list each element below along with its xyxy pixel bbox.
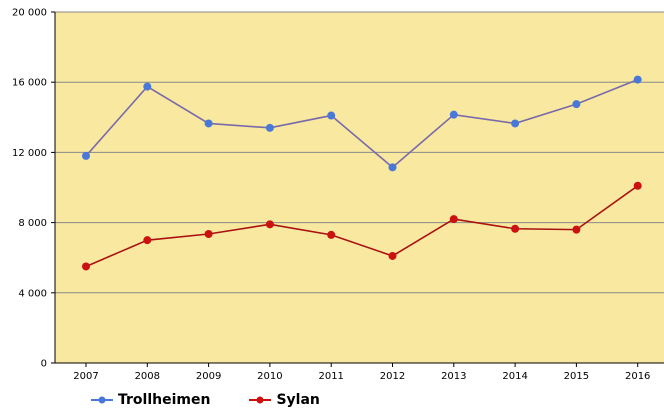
data-point-sylan — [204, 230, 213, 239]
data-point-trollheimen — [204, 119, 213, 128]
legend-item-trollheimen: Trollheimen — [90, 392, 210, 408]
data-point-sylan — [449, 215, 458, 224]
plot-area-background — [55, 12, 664, 363]
data-point-trollheimen — [143, 82, 152, 91]
data-point-sylan — [388, 251, 397, 260]
data-point-sylan — [572, 225, 581, 234]
y-tick-label: 16 000 — [12, 78, 47, 89]
legend: Trollheimen Sylan — [90, 392, 320, 408]
data-point-trollheimen — [572, 100, 581, 109]
data-point-trollheimen — [327, 111, 336, 120]
x-tick-label: 2013 — [441, 371, 466, 382]
series-layer — [82, 75, 642, 271]
data-point-sylan — [511, 224, 520, 233]
y-tick-label: 20 000 — [12, 8, 47, 19]
series-line-sylan — [85, 185, 639, 268]
x-tick-label: 2007 — [73, 371, 98, 382]
data-point-sylan — [265, 220, 274, 229]
data-point-trollheimen — [388, 163, 397, 172]
data-point-sylan — [633, 181, 642, 190]
x-tick-label: 2008 — [135, 371, 160, 382]
gridlines — [55, 11, 664, 294]
data-point-trollheimen — [265, 123, 274, 132]
data-point-trollheimen — [82, 151, 90, 160]
series-line-trollheimen — [85, 78, 638, 169]
trollheimen-marker-icon — [91, 396, 113, 404]
legend-item-sylan: Sylan — [248, 392, 320, 408]
legend-label-trollheimen: Trollheimen — [118, 392, 211, 408]
y-tick-label: 12 000 — [12, 148, 47, 159]
sylan-marker-icon — [249, 396, 272, 404]
x-tick-label: 2014 — [502, 371, 527, 382]
y-axis-ticks: 0 4 000 8 000 12 000 16 000 20 000 — [12, 8, 55, 370]
y-tick-label: 4 000 — [18, 288, 47, 299]
data-point-sylan — [327, 230, 336, 239]
x-axis-ticks: 2007 2008 2009 2010 2011 2012 2013 2014 2015 2016 — [73, 363, 650, 382]
data-point-trollheimen — [633, 75, 642, 84]
y-tick-label: 0 — [41, 359, 47, 370]
data-point-sylan — [143, 236, 152, 245]
x-tick-label: 2011 — [318, 371, 343, 382]
y-tick-label: 8 000 — [18, 218, 47, 229]
x-tick-label: 2010 — [257, 371, 282, 382]
x-tick-label: 2012 — [380, 371, 405, 382]
data-point-trollheimen — [511, 119, 520, 128]
x-tick-label: 2015 — [564, 371, 589, 382]
legend-label-sylan: Sylan — [276, 392, 320, 408]
data-point-sylan — [82, 262, 90, 271]
x-tick-label: 2009 — [196, 371, 221, 382]
data-point-trollheimen — [449, 110, 458, 119]
x-tick-label: 2016 — [625, 371, 650, 382]
